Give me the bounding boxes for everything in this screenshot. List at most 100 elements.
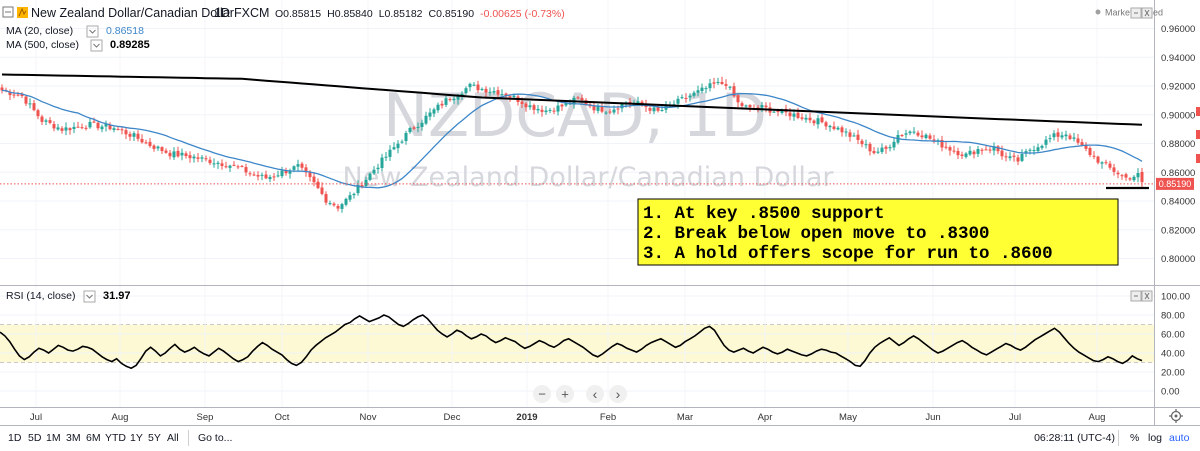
candle [952,145,956,154]
collapse-icon[interactable] [2,6,14,18]
candle-body [544,110,548,113]
zoom-out-button[interactable]: − [533,385,551,403]
scroll-right-button[interactable]: › [609,385,627,403]
candle-body [760,105,764,108]
candle-body [108,124,112,130]
range-button-1m[interactable]: 1M [46,432,61,444]
main-pane-close-icon[interactable] [1141,7,1153,19]
candle [404,130,408,145]
rsi-axis[interactable]: 100.00 80.00 60.00 40.00 20.00 0.00 [1161,292,1190,398]
candle [880,143,884,154]
candle-body [480,88,484,90]
rsi-tick-label: 40.00 [1161,349,1185,360]
percent-toggle[interactable]: % [1130,432,1139,444]
time-axis[interactable]: Jul Aug Sep Oct Nov Dec 2019 Feb Mar Apr May Jun Jul… [30,412,1106,423]
ma20-label[interactable]: MA (20, close) [6,25,73,37]
candle [856,129,860,145]
candle [260,172,264,181]
ma500-label[interactable]: MA (500, close) [6,39,79,51]
auto-toggle[interactable]: auto [1169,432,1190,444]
candle [1072,132,1076,142]
candle-body [28,103,32,105]
candle-body [276,175,280,177]
candle-body [700,87,704,92]
range-button-1y[interactable]: 1Y [130,432,143,444]
candle-body [636,101,640,104]
rsi-label[interactable]: RSI (14, close) [6,290,75,302]
rsi-settings-icon[interactable] [83,290,96,303]
candle [540,105,544,117]
main-pane-maximize-icon[interactable] [1130,7,1142,19]
candle-body [1032,150,1036,152]
candle-body [732,86,736,97]
candle-body [904,133,908,135]
log-toggle[interactable]: log [1148,432,1162,444]
candle-body [368,173,372,180]
candle-body [316,181,320,189]
last-price-tag [1156,177,1194,190]
range-button-5d[interactable]: 5D [28,432,42,444]
candle [548,107,552,114]
candle [412,125,416,131]
candle [96,121,100,131]
symbol-title[interactable]: New Zealand Dollar/Canadian Dollar [31,6,234,20]
candle [440,100,444,109]
range-button-all[interactable]: All [167,432,179,444]
candle [608,108,612,115]
candle-body [228,165,232,168]
candle-body [500,94,504,96]
gear-icon[interactable] [1169,409,1183,423]
rsi-close-icon[interactable] [1141,290,1153,302]
candle [488,87,492,96]
candle-body [600,106,604,112]
zoom-in-button[interactable]: + [556,385,574,403]
candle [968,146,972,156]
candle-body [988,149,992,151]
navigation-controls: − + ‹ › [533,385,627,403]
candle-body [984,149,988,151]
candle [1020,149,1024,163]
candle-body [120,129,124,131]
candle-body [292,166,296,170]
candle-body [824,122,828,127]
candle-body [56,127,60,130]
candle [112,126,116,133]
candle [700,83,704,94]
ma20-value: 0.86518 [106,25,144,37]
price-tick-label: 0.82000 [1161,225,1195,236]
candle-body [476,84,480,91]
candle-body [880,147,884,152]
interval-label[interactable]: 1D [214,6,230,20]
ma500-settings-icon[interactable] [90,39,103,52]
rsi-maximize-icon[interactable] [1130,290,1142,302]
range-button-1d[interactable]: 1D [8,432,22,444]
candle-body [892,141,896,148]
candle [296,159,300,172]
scroll-left-button[interactable]: ‹ [586,385,604,403]
annotation-box[interactable]: 1. At key .8500 support 2. Break below o… [637,198,1119,266]
range-button-3m[interactable]: 3M [66,432,81,444]
candle-body [340,204,344,209]
goto-button[interactable]: Go to... [198,432,232,444]
candle [892,137,896,151]
range-button-6m[interactable]: 6M [86,432,101,444]
candle [1044,135,1048,149]
candle [0,84,4,94]
candle-body [976,149,980,154]
candle [344,197,348,207]
ma20-settings-icon[interactable] [86,25,99,38]
range-button-ytd[interactable]: YTD [105,432,126,444]
candle [820,113,824,124]
candle-body [60,128,64,131]
candle-body [332,203,336,206]
price-axis[interactable]: 0.96000 0.94000 0.92000 0.90000 0.88000 0.860… [1161,24,1195,265]
candle-body [744,105,748,107]
range-button-5y[interactable]: 5Y [148,432,161,444]
candle-body [180,152,184,156]
candle-body [1132,176,1136,181]
candle [312,172,316,187]
candle-body [676,98,680,104]
candle [984,145,988,151]
rsi-tick-label: 20.00 [1161,368,1185,379]
